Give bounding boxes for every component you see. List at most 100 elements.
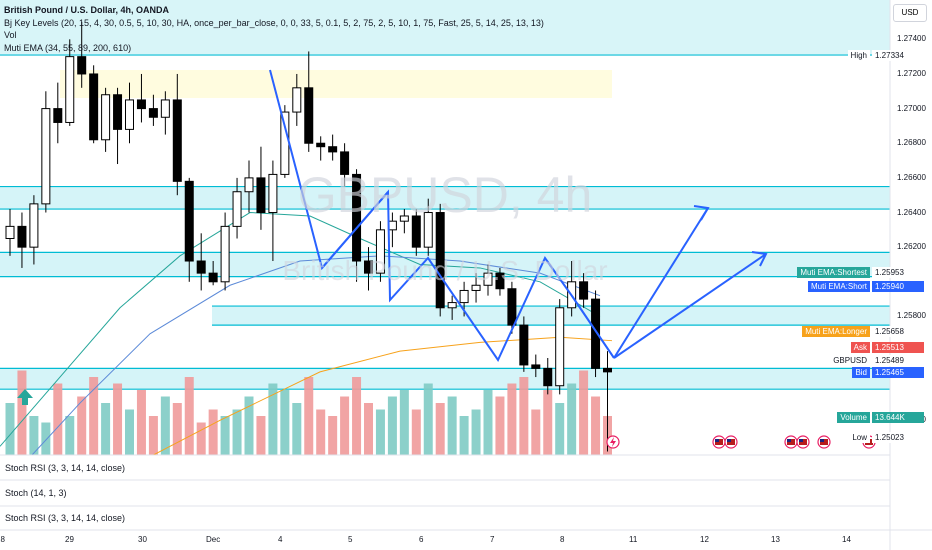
volume-bar [256,416,266,455]
candle-body [172,99,182,182]
candle-body [113,94,123,130]
chart-legend: British Pound / U.S. Dollar, 4h, OANDA B… [4,4,544,54]
flag-icon-1[interactable] [724,435,738,449]
volume-bar [447,396,457,455]
pattern-segment [321,191,389,269]
pane-stoch-rsi-2[interactable]: Stoch RSI (3, 3, 14, 14, close) [5,513,126,523]
flag-icon-2[interactable] [784,435,798,449]
candle-body [316,142,326,148]
lightning-icon[interactable] [606,435,620,449]
watermark-symbol: GBPUSD, 4h [298,167,593,223]
candle-body [65,56,75,123]
price-tag-label: Volume [837,412,870,423]
candle-body [471,284,481,291]
price-tick: 1.26600 [897,172,926,182]
price-tick: 1.25800 [897,311,926,321]
flag-icon-4[interactable] [817,435,831,449]
volume-bar [340,396,350,455]
indicator-ema[interactable]: Muti EMA (34, 55, 89, 200, 610) [4,42,132,53]
candle-body [328,146,338,153]
volume-bar [280,390,290,455]
arrowhead-1 [693,205,710,221]
volume-bar [328,416,338,455]
time-tick: 12 [700,535,709,544]
highlight-zone [60,70,612,98]
projection-arrow-1 [613,207,709,359]
watermark-name: British Pound / U.S. Dollar [282,255,607,286]
volume-bar [53,383,63,455]
currency-button[interactable]: USD [893,4,927,22]
symbol-title[interactable]: British Pound / U.S. Dollar, 4h, OANDA [4,5,170,15]
candle-body [531,364,541,369]
candle-body [125,99,134,130]
price-tick: 1.27000 [897,103,926,113]
pane-stoch[interactable]: Stoch (14, 1, 3) [5,488,67,498]
candle-body [184,180,194,262]
indicator-panes-bg [0,455,932,550]
pane-stoch-rsi-1[interactable]: Stoch RSI (3, 3, 14, 14, close) [5,463,126,473]
volume-bar [208,409,218,455]
zone-fill [0,252,890,277]
candle-body [101,94,111,141]
candle-body [17,225,27,248]
candle-body [292,87,302,113]
volume-bar [65,416,75,455]
candle-body [579,281,589,300]
candle-body [555,307,565,387]
price-tag-value: 1.25940 [872,281,924,292]
price-tag-value: 1.27334 [872,50,924,61]
indicator-volume[interactable]: Vol [4,30,17,40]
time-tick: 11 [629,535,638,544]
zone-fill [212,306,890,326]
volume-bar [196,422,206,455]
volume-bar [579,370,589,455]
price-tag-label: Bid [852,367,870,378]
time-tick: 5 [348,535,353,544]
flag-icon-1[interactable] [712,435,726,449]
volume-bar [411,409,421,455]
candle-body [244,177,254,193]
candle-body [89,73,99,141]
price-tag-value: 1.25465 [872,367,924,378]
candle-body [148,108,158,118]
volume-bar [387,396,397,455]
candle-body [280,111,290,175]
volume-bar [304,377,314,455]
volume-bar [160,396,170,455]
volume-bar [5,403,15,455]
candle-body [507,288,517,326]
flag-icon-3[interactable] [796,435,810,449]
candle-body [232,191,242,227]
price-tick: 1.26200 [897,242,926,252]
time-tick: 4 [278,535,283,544]
volume-bar [316,409,326,455]
price-tick: 1.26400 [897,207,926,217]
time-tick: 13 [771,535,780,544]
time-tick: 14 [842,535,851,544]
volume-bar [125,409,134,455]
candle-body [196,260,206,274]
price-tag-label: GBPUSD [830,355,870,366]
arrow-up-icon [17,389,33,405]
price-tag-label: Ask [850,342,870,353]
candle-body [364,260,373,274]
price-tag-value: 1.25023 [872,432,924,443]
volume-bar [220,416,230,455]
price-tag-value: 1.25658 [872,326,924,337]
indicator-key-levels[interactable]: Bj Key Levels (20, 15, 4, 30, 0.5, 5, 10… [4,17,544,28]
drawing-pattern[interactable] [269,69,768,363]
time-tick: 7 [490,535,495,544]
candle-body [136,99,146,110]
volume-bar [352,377,362,455]
price-tick: 1.27400 [897,34,926,44]
volume-bar [555,403,565,455]
volume-bar [17,370,27,455]
zone-fill [0,368,890,390]
volume-bar [184,377,194,455]
volume-bar [531,409,541,455]
price-tag-label: Muti EMA:Short [807,281,870,292]
price-tag-label: Muti EMA:Shortest [797,267,870,278]
volume-bar [232,409,242,455]
candle-body [591,298,601,369]
